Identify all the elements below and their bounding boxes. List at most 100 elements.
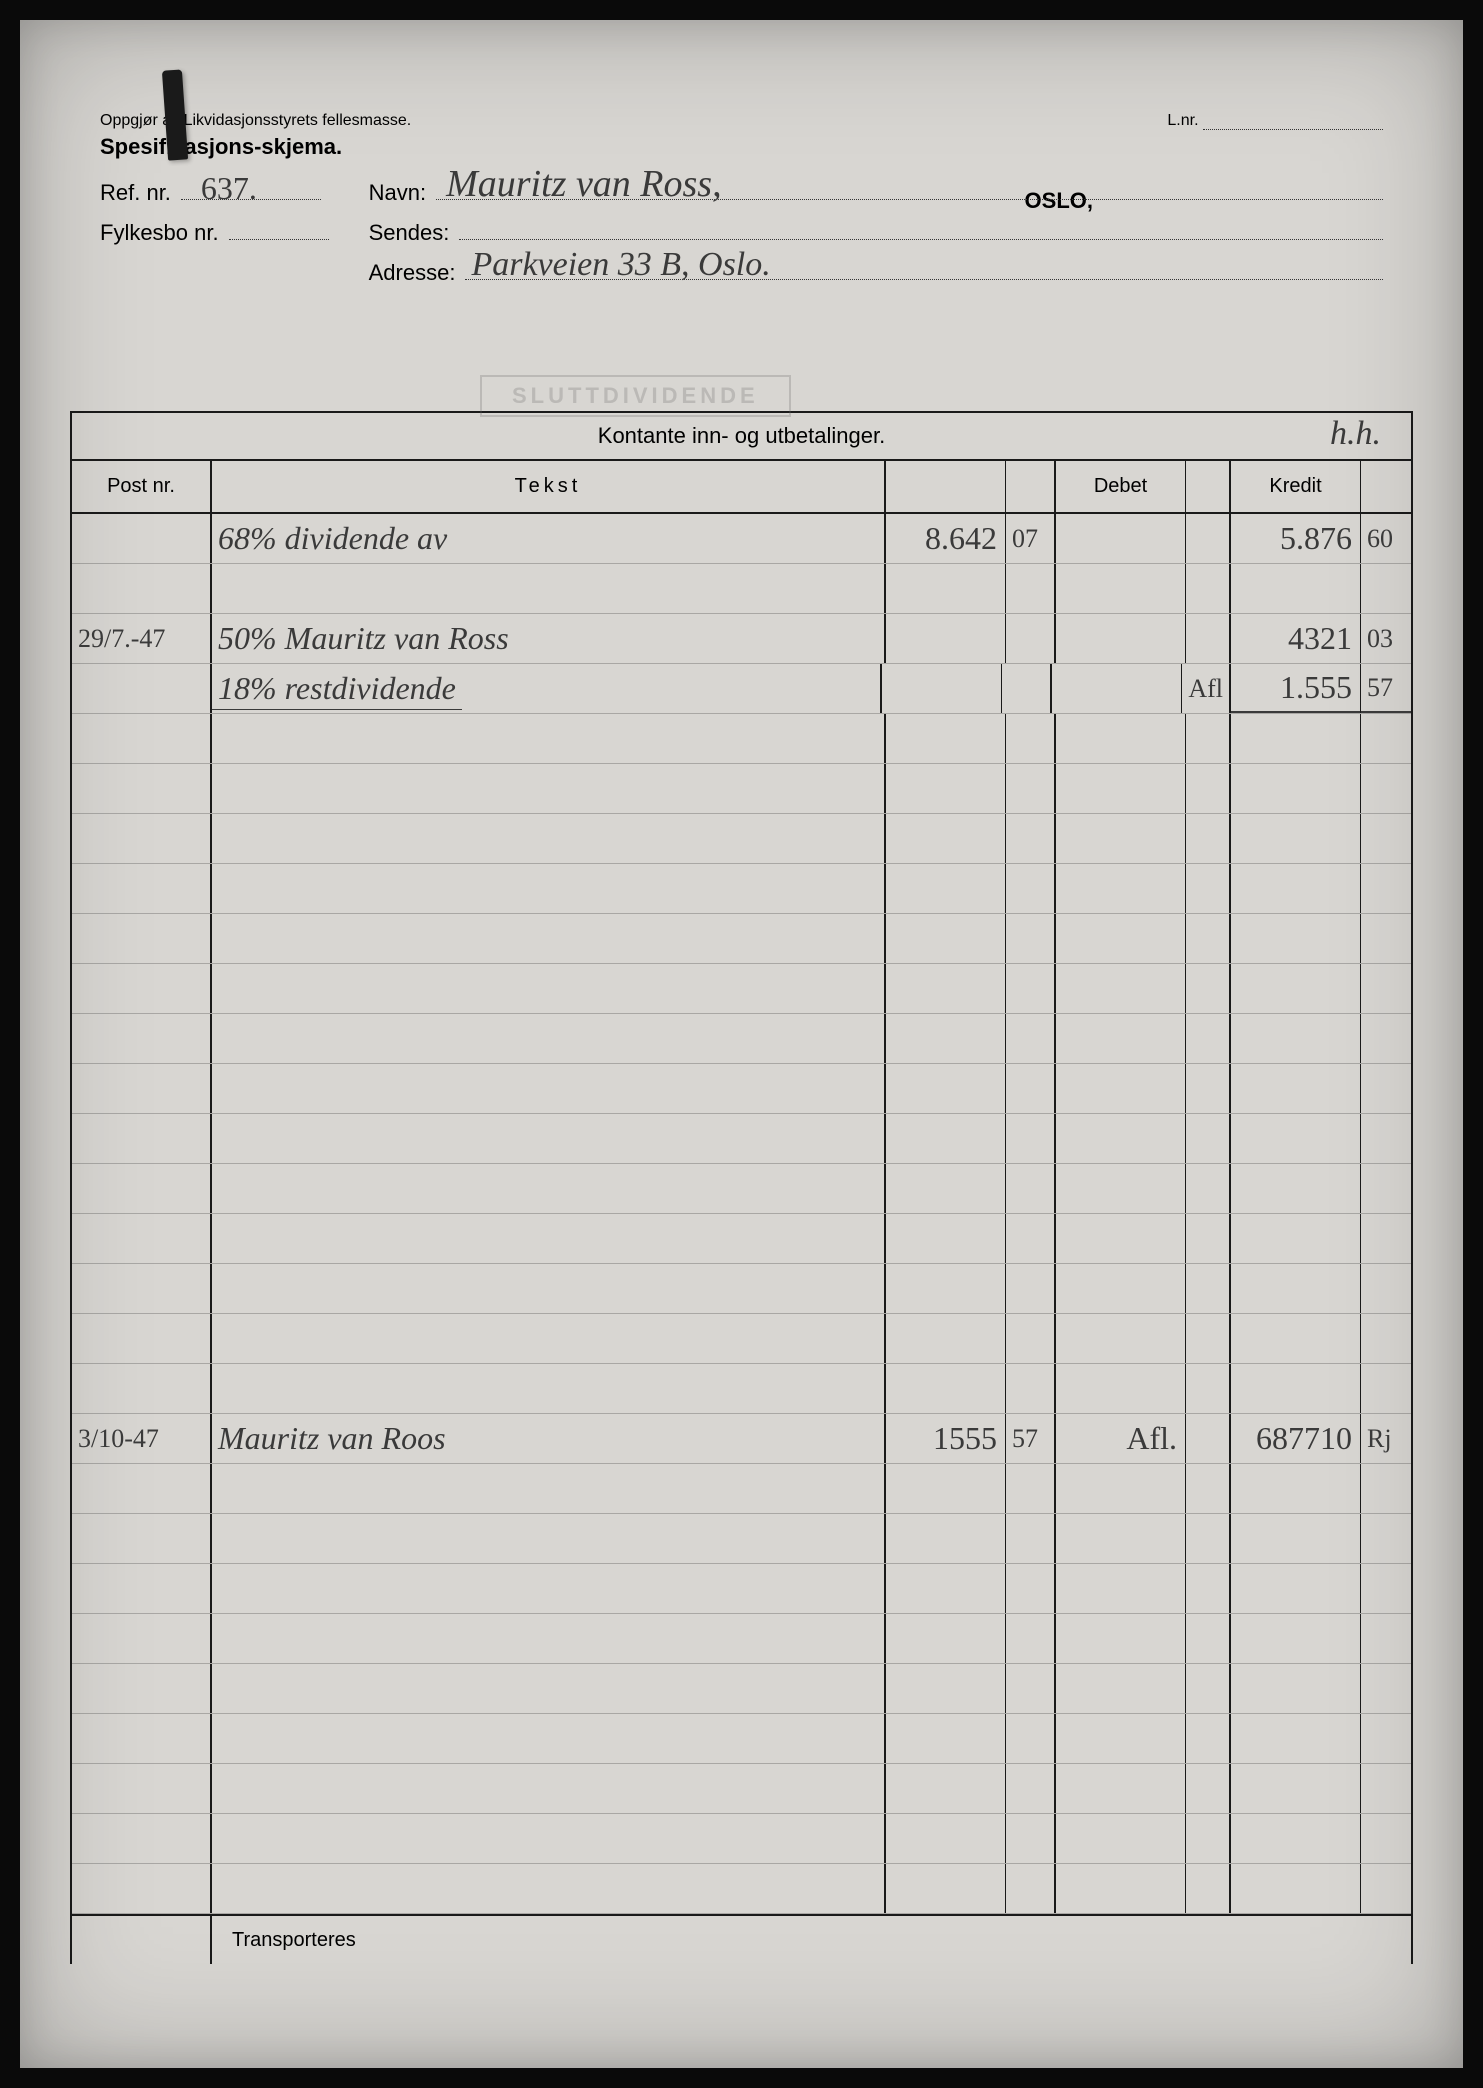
- table-row: [72, 1014, 1411, 1064]
- cell-debet-dec: [1186, 564, 1231, 613]
- cell-kredit-dec: [1361, 1464, 1411, 1513]
- table-row: [72, 1664, 1411, 1714]
- cell-debet-dec: [1186, 1564, 1231, 1613]
- cell-kredit-dec: [1361, 564, 1411, 613]
- cell-post: [72, 1464, 212, 1513]
- cell-post: [72, 864, 212, 913]
- table-row: [72, 1614, 1411, 1664]
- cell-debet-dec: [1186, 1114, 1231, 1163]
- table-row: [72, 1314, 1411, 1364]
- table-row: [72, 1064, 1411, 1114]
- cell-kredit-dec: [1361, 1864, 1411, 1913]
- cell-amt: [886, 1064, 1006, 1113]
- cell-debet: [1056, 1764, 1186, 1813]
- cell-tekst: 68% dividende av: [212, 514, 886, 563]
- cell-debet: [1056, 714, 1186, 763]
- cell-amt-dec: [1006, 1764, 1056, 1813]
- cell-debet-dec: [1186, 1014, 1231, 1063]
- ledger-title-row: Kontante inn- og utbetalinger. h.h.: [72, 413, 1411, 461]
- cell-debet-dec: [1186, 1614, 1231, 1663]
- cell-kredit-dec: [1361, 1664, 1411, 1713]
- cell-amt: [886, 1314, 1006, 1363]
- col-tekst-header: Tekst: [212, 461, 886, 512]
- cell-post: [72, 1214, 212, 1263]
- cell-tekst: [212, 1864, 886, 1913]
- table-row: 68% dividende av8.642075.87660: [72, 514, 1411, 564]
- cell-post: [72, 1014, 212, 1063]
- cell-tekst: [212, 1664, 886, 1713]
- cell-tekst: [212, 864, 886, 913]
- table-row: [72, 1264, 1411, 1314]
- cell-debet-dec: [1186, 814, 1231, 863]
- cell-amt: [886, 1214, 1006, 1263]
- table-row: [72, 714, 1411, 764]
- cell-debet: [1056, 1614, 1186, 1663]
- cell-amt: [886, 964, 1006, 1013]
- cell-debet-dec: [1186, 1164, 1231, 1213]
- cell-post: [72, 1764, 212, 1813]
- cell-amt-dec: 07: [1006, 514, 1056, 563]
- table-row: [72, 1764, 1411, 1814]
- cell-amt-dec: [1006, 1314, 1056, 1363]
- stamp-sluttdividende: SLUTTDIVIDENDE: [480, 375, 791, 417]
- cell-post: [72, 564, 212, 613]
- table-row: [72, 1564, 1411, 1614]
- table-row: [72, 1514, 1411, 1564]
- cell-post: [72, 1064, 212, 1113]
- cell-kredit-dec: Rj: [1361, 1414, 1411, 1463]
- cell-debet: [1056, 1214, 1186, 1263]
- cell-amt-dec: [1006, 1264, 1056, 1313]
- cell-debet: [1056, 1514, 1186, 1563]
- cell-tekst: Mauritz van Roos: [212, 1414, 886, 1463]
- cell-debet-dec: [1186, 1214, 1231, 1263]
- navn-value-line: Mauritz van Ross,: [436, 180, 1383, 200]
- cell-post: [72, 1814, 212, 1863]
- cell-debet: [1056, 1164, 1186, 1213]
- cell-kredit: [1231, 1864, 1361, 1913]
- cell-debet-dec: [1186, 514, 1231, 563]
- cell-post: [72, 714, 212, 763]
- cell-kredit-dec: [1361, 1814, 1411, 1863]
- cell-debet: [1056, 1814, 1186, 1863]
- cell-amt: [886, 1714, 1006, 1763]
- cell-kredit: [1231, 1664, 1361, 1713]
- table-row: [72, 1814, 1411, 1864]
- cell-debet: [1056, 864, 1186, 913]
- cell-debet-dec: [1186, 1814, 1231, 1863]
- cell-post: [72, 814, 212, 863]
- info-block: Ref. nr. 637. Fylkesbo nr. Navn: Mauritz…: [100, 180, 1383, 296]
- cell-post: [72, 514, 212, 563]
- cell-kredit-dec: [1361, 1314, 1411, 1363]
- cell-kredit-dec: [1361, 1114, 1411, 1163]
- cell-amt-dec: [1006, 814, 1056, 863]
- cell-kredit: [1231, 1014, 1361, 1063]
- cell-debet: [1056, 1664, 1186, 1713]
- cell-post: [72, 914, 212, 963]
- cell-tekst: [212, 1364, 886, 1413]
- cell-amt-dec: [1006, 764, 1056, 813]
- cell-amt-dec: [1006, 1614, 1056, 1663]
- col-debet-header: Debet: [1056, 461, 1186, 512]
- cell-debet: [1056, 1314, 1186, 1363]
- cell-kredit-dec: [1361, 1614, 1411, 1663]
- cell-debet: [1056, 1114, 1186, 1163]
- header-title-2: Spesifikasjons-skjema.: [100, 134, 1383, 160]
- cell-kredit: [1231, 1764, 1361, 1813]
- col-kredit-header: Kredit: [1231, 461, 1361, 512]
- cell-debet: [1056, 614, 1186, 663]
- cell-kredit-dec: [1361, 964, 1411, 1013]
- table-row: [72, 1114, 1411, 1164]
- table-row: 29/7.-4750% Mauritz van Ross432103: [72, 614, 1411, 664]
- table-row: [72, 1464, 1411, 1514]
- cell-kredit-dec: [1361, 1064, 1411, 1113]
- cell-amt: [882, 664, 1002, 713]
- cell-debet-dec: [1186, 1264, 1231, 1313]
- cell-kredit: [1231, 1214, 1361, 1263]
- cell-kredit-dec: [1361, 1714, 1411, 1763]
- cell-amt-dec: [1002, 664, 1052, 713]
- cell-tekst: [212, 1314, 886, 1363]
- fylkesbo-label: Fylkesbo nr.: [100, 220, 219, 246]
- cell-amt: 1555: [886, 1414, 1006, 1463]
- cell-amt: [886, 1814, 1006, 1863]
- cell-post: [72, 1164, 212, 1213]
